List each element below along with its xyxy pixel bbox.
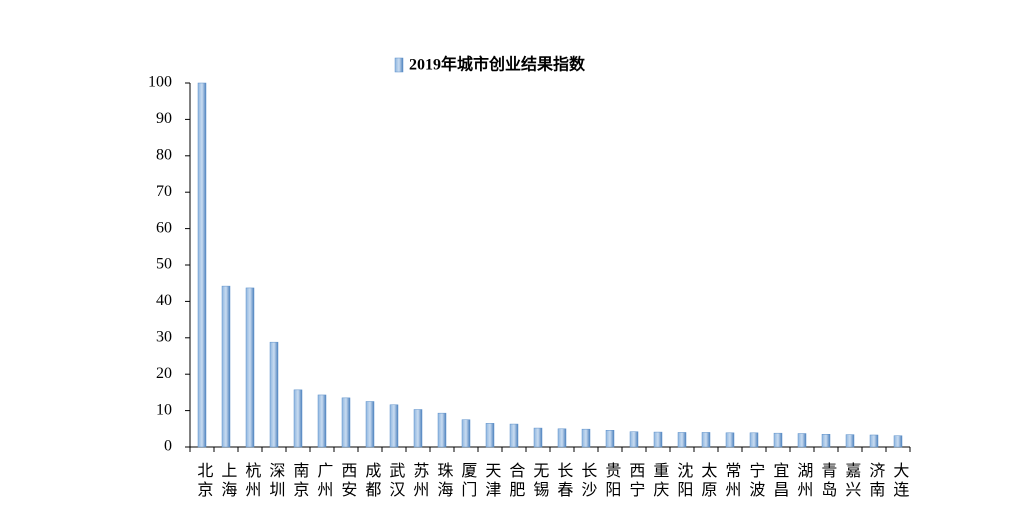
x-tick-label: 长春 — [554, 462, 573, 500]
bar — [869, 434, 879, 448]
x-tick-label: 宜昌 — [770, 462, 789, 500]
bar — [725, 432, 735, 448]
x-tick-label: 无锡 — [530, 462, 549, 500]
x-tick-label: 合肥 — [506, 462, 525, 500]
bar — [389, 404, 399, 448]
y-tick-label: 100 — [148, 74, 172, 91]
y-tick-label: 50 — [156, 256, 172, 273]
bar — [677, 432, 687, 448]
x-tick-label: 南京 — [290, 462, 309, 500]
y-tick-label: 90 — [156, 110, 172, 127]
bar — [293, 389, 303, 448]
y-tick-label: 10 — [156, 401, 172, 418]
bar — [269, 341, 279, 448]
bar — [317, 394, 327, 448]
bar — [581, 428, 591, 448]
bar — [629, 431, 639, 448]
x-tick-label: 常州 — [722, 462, 741, 500]
bar — [437, 412, 447, 448]
x-tick-label: 重庆 — [650, 462, 669, 500]
x-tick-label: 武汉 — [386, 462, 405, 500]
bar — [221, 285, 231, 448]
legend-label: 2019年城市创业结果指数 — [409, 55, 586, 74]
legend-swatch — [394, 57, 404, 73]
x-tick-label: 沈阳 — [674, 462, 693, 500]
x-tick-label: 太原 — [698, 462, 717, 500]
y-tick-label: 30 — [156, 328, 172, 345]
y-tick-label: 40 — [156, 292, 172, 309]
x-tick-label: 大连 — [890, 462, 909, 500]
bar — [533, 427, 543, 448]
x-tick-label: 北京 — [194, 462, 213, 500]
bar — [461, 419, 471, 448]
x-tick-label: 杭州 — [242, 462, 261, 500]
bar — [341, 397, 351, 448]
x-tick-label: 长沙 — [578, 462, 597, 500]
x-tick-label: 珠海 — [434, 462, 453, 500]
x-tick-label: 成都 — [362, 462, 381, 500]
bar — [845, 434, 855, 448]
y-tick-label: 70 — [156, 183, 172, 200]
bar — [365, 401, 375, 448]
y-tick-label: 0 — [164, 438, 172, 455]
bar — [653, 431, 663, 448]
x-tick-label: 湖州 — [794, 462, 813, 500]
bar — [821, 434, 831, 448]
x-tick-label: 厦门 — [458, 462, 477, 500]
bar — [773, 432, 783, 448]
y-tick-label: 60 — [156, 219, 172, 236]
bar — [413, 409, 423, 448]
bar — [557, 428, 567, 448]
bar — [893, 435, 903, 448]
legend: 2019年城市创业结果指数 — [394, 55, 586, 74]
x-tick-label: 济南 — [866, 462, 885, 500]
x-tick-label: 天津 — [482, 462, 501, 500]
bar — [749, 432, 759, 448]
x-tick-label: 西宁 — [626, 462, 645, 500]
x-tick-label: 苏州 — [410, 462, 429, 500]
bar — [605, 430, 615, 448]
y-tick-label: 20 — [156, 365, 172, 382]
x-tick-label: 广州 — [314, 462, 333, 500]
y-tick-label: 80 — [156, 146, 172, 163]
x-tick-label: 深圳 — [266, 462, 285, 500]
x-tick-label: 西安 — [338, 462, 357, 500]
bar — [485, 423, 495, 448]
x-tick-label: 上海 — [218, 462, 237, 500]
bar — [245, 287, 255, 448]
x-tick-label: 宁波 — [746, 462, 765, 500]
bar — [701, 432, 711, 448]
x-tick-label: 嘉兴 — [842, 462, 861, 500]
bar — [197, 82, 207, 448]
x-tick-label: 贵阳 — [602, 462, 621, 500]
bar — [797, 433, 807, 448]
x-tick-label: 青岛 — [818, 462, 837, 500]
bar — [509, 423, 519, 448]
